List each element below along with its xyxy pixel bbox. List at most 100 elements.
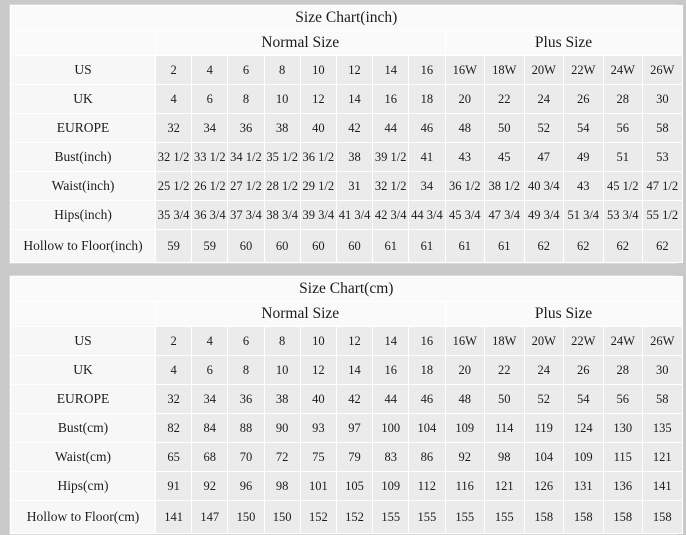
table-cell: 116 <box>444 471 485 501</box>
table-cell: 158 <box>523 500 564 534</box>
table-title-row: Size Chart(inch) <box>10 5 683 31</box>
table-cell: 8 <box>227 84 265 114</box>
table-cell: 109 <box>444 413 485 443</box>
table-cell: 24 <box>523 355 564 385</box>
table-cell: 119 <box>523 413 564 443</box>
table-row: EUROPE 32 34 36 38 40 42 44 46 48 50 52 54 56 58 <box>10 384 683 414</box>
table-title: Size Chart(inch) <box>10 5 683 31</box>
table-cell: 27 1/2 <box>227 171 265 201</box>
table-cell: 38 <box>263 113 301 143</box>
table-cell: 68 <box>191 442 229 472</box>
row-label: Bust(cm) <box>10 413 156 443</box>
table-cell: 24W <box>602 326 643 356</box>
table-cell: 32 <box>154 113 193 143</box>
table-cell: 60 <box>299 229 337 263</box>
table-cell: 60 <box>263 229 301 263</box>
table-cell: 14 <box>372 55 410 85</box>
table-cell: 32 1/2 <box>154 142 193 172</box>
table-cell: 50 <box>484 113 525 143</box>
table-cell: 88 <box>227 413 265 443</box>
table-cell: 42 3/4 <box>372 200 410 230</box>
table-row: Hollow to Floor(cm) 141 147 150 150 152 152 155… <box>10 500 683 534</box>
table-cell: 6 <box>227 55 265 85</box>
table-cell: 46 <box>408 113 446 143</box>
table-cell: 47 1/2 <box>642 171 683 201</box>
table-cell: 51 3/4 <box>563 200 604 230</box>
table-cell: 48 <box>444 384 485 414</box>
group-header-row: Normal Size Plus Size <box>10 30 683 56</box>
group-header-normal-size: Normal Size <box>155 301 446 327</box>
group-header-spacer <box>10 301 156 327</box>
table-cell: 50 <box>484 384 525 414</box>
table-cell: 48 <box>444 113 485 143</box>
table-cell: 39 3/4 <box>299 200 337 230</box>
table-cell: 36 <box>227 384 265 414</box>
group-header-spacer <box>10 30 156 56</box>
table-cell: 14 <box>335 355 374 385</box>
table-cell: 82 <box>154 413 193 443</box>
table-cell: 34 1/2 <box>227 142 265 172</box>
row-label: Waist(cm) <box>10 442 156 472</box>
table-cell: 47 3/4 <box>484 200 525 230</box>
size-chart-table-size-chart-inch: Size Chart(inch) Normal Size Plus Size US 2 4… <box>9 4 683 264</box>
table-cell: 72 <box>263 442 301 472</box>
table-cell: 25 1/2 <box>154 171 193 201</box>
table-cell: 112 <box>408 471 446 501</box>
table-cell: 61 <box>484 229 525 263</box>
table-cell: 14 <box>372 326 410 356</box>
group-header-plus-size: Plus Size <box>444 30 683 56</box>
row-label: EUROPE <box>10 384 156 414</box>
table-cell: 62 <box>523 229 564 263</box>
table-cell: 52 <box>523 384 564 414</box>
table-cell: 104 <box>523 442 564 472</box>
table-cell: 32 <box>154 384 193 414</box>
table-cell: 20W <box>523 55 564 85</box>
table-row: Hips(cm) 91 92 96 98 101 105 109 112 116 121 126 131… <box>10 471 683 501</box>
table-cell: 24 <box>523 84 564 114</box>
table-cell: 12 <box>299 84 337 114</box>
row-label: Hollow to Floor(inch) <box>10 229 156 263</box>
table-cell: 104 <box>408 413 446 443</box>
table-cell: 28 <box>602 355 643 385</box>
table-cell: 26 1/2 <box>191 171 229 201</box>
table-title-row: Size Chart(cm) <box>10 276 683 302</box>
table-cell: 121 <box>484 471 525 501</box>
table-cell: 97 <box>335 413 374 443</box>
row-label: UK <box>10 355 156 385</box>
table-cell: 4 <box>191 55 229 85</box>
table-cell: 26 <box>563 355 604 385</box>
table-cell: 62 <box>563 229 604 263</box>
table-cell: 100 <box>372 413 410 443</box>
size-table: Size Chart(cm) Normal Size Plus Size US 2 4 6 8… <box>10 276 683 534</box>
table-row: Bust(cm) 82 84 88 90 93 97 100 104 109 114 119 124 13… <box>10 413 683 443</box>
table-cell: 109 <box>563 442 604 472</box>
table-cell: 30 <box>642 355 683 385</box>
table-cell: 61 <box>372 229 410 263</box>
table-cell: 18W <box>484 326 525 356</box>
table-cell: 98 <box>263 471 301 501</box>
table-cell: 152 <box>299 500 337 534</box>
table-cell: 150 <box>263 500 301 534</box>
group-header-row: Normal Size Plus Size <box>10 301 683 327</box>
table-cell: 28 1/2 <box>263 171 301 201</box>
table-cell: 51 <box>602 142 643 172</box>
table-cell: 86 <box>408 442 446 472</box>
table-row: Waist(cm) 65 68 70 72 75 79 83 86 92 98 104 109 115 12… <box>10 442 683 472</box>
table-cell: 20 <box>444 355 485 385</box>
row-label: US <box>10 326 156 356</box>
table-cell: 53 <box>642 142 683 172</box>
table-cell: 130 <box>602 413 643 443</box>
table-cell: 16 <box>372 355 410 385</box>
table-cell: 26W <box>642 55 683 85</box>
table-cell: 18 <box>408 84 446 114</box>
table-cell: 16 <box>408 326 446 356</box>
table-cell: 62 <box>602 229 643 263</box>
table-cell: 42 <box>335 384 374 414</box>
table-cell: 4 <box>191 326 229 356</box>
table-cell: 28 <box>602 84 643 114</box>
table-cell: 158 <box>642 500 683 534</box>
table-cell: 155 <box>408 500 446 534</box>
row-label: UK <box>10 84 156 114</box>
table-cell: 22 <box>484 84 525 114</box>
table-cell: 131 <box>563 471 604 501</box>
